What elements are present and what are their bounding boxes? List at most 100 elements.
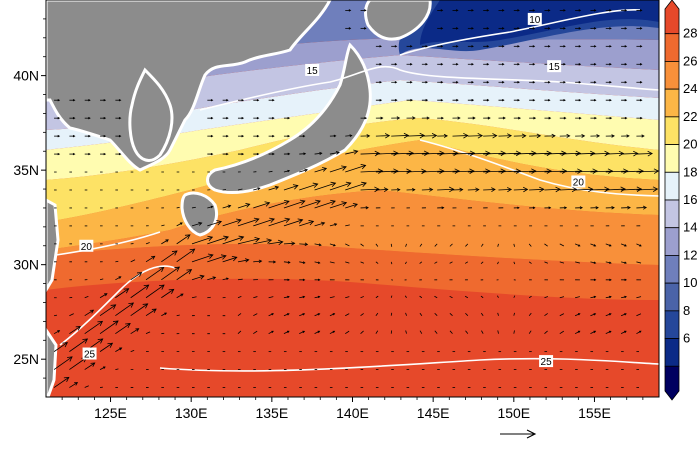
vector-arrowhead bbox=[254, 236, 261, 243]
contour-label: 25 bbox=[541, 357, 553, 368]
vector-arrowhead bbox=[273, 260, 277, 264]
vector-arrowhead bbox=[125, 323, 131, 329]
vector-arrowhead bbox=[317, 295, 321, 299]
vector-arrow bbox=[314, 330, 320, 335]
vector-arrowhead bbox=[302, 261, 306, 264]
vector-arrowhead bbox=[393, 168, 399, 174]
vector-arrowhead bbox=[103, 98, 107, 102]
vector-arrow bbox=[253, 202, 270, 209]
longitude-axis: 125E 130E 135E 140E 145E 150E 155E bbox=[61, 397, 644, 421]
vector-arrowhead bbox=[548, 206, 552, 210]
vector-arrowhead bbox=[579, 206, 583, 210]
vector-arrowhead bbox=[592, 168, 598, 174]
vector-arrow bbox=[590, 261, 596, 264]
colorbar-label: 16 bbox=[683, 192, 697, 207]
vector-arrowhead bbox=[641, 134, 645, 138]
current-vectors bbox=[53, 9, 659, 388]
vector-arrowhead bbox=[624, 278, 627, 282]
vector-arrowhead bbox=[180, 293, 184, 297]
vector-arrow bbox=[115, 302, 134, 317]
vector-arrow bbox=[314, 167, 327, 173]
vector-arrowhead bbox=[639, 244, 642, 247]
vector-arrow bbox=[497, 312, 499, 316]
vector-arrowhead bbox=[333, 243, 336, 247]
vector-arrow bbox=[405, 243, 407, 247]
contour-label-bg bbox=[79, 239, 94, 252]
vector-arrow bbox=[621, 170, 644, 173]
vector-arrow bbox=[421, 152, 444, 155]
vector-arrowhead bbox=[439, 168, 445, 174]
vector-arrow bbox=[268, 296, 274, 299]
vector-arrowhead bbox=[593, 278, 597, 282]
vector-arrow bbox=[299, 296, 305, 299]
vector-arrow bbox=[268, 241, 283, 245]
vector-arrow bbox=[390, 295, 393, 298]
vector-arrowhead bbox=[143, 284, 150, 290]
vector-arrowhead bbox=[287, 134, 291, 138]
vector-arrow bbox=[559, 296, 565, 299]
vector-arrow bbox=[345, 330, 350, 335]
vector-arrow bbox=[53, 356, 73, 370]
sst-band-26 bbox=[46, 244, 659, 300]
vector-arrowhead bbox=[403, 132, 410, 139]
vector-arrowhead bbox=[302, 295, 306, 299]
vector-arrowhead bbox=[269, 217, 275, 223]
colorbar-label: 8 bbox=[683, 303, 690, 318]
vector-arrowhead bbox=[471, 63, 474, 66]
vector-arrowhead bbox=[322, 167, 328, 172]
vector-arrowhead bbox=[486, 63, 490, 66]
vector-arrowhead bbox=[210, 152, 214, 156]
vector-arrow bbox=[498, 152, 521, 155]
vector-arrowhead bbox=[103, 134, 107, 138]
vector-arrowhead bbox=[287, 313, 290, 316]
vector-arrow bbox=[237, 218, 259, 227]
vector-arrowhead bbox=[593, 63, 597, 66]
vector-arrowhead bbox=[627, 205, 631, 210]
vector-arrow bbox=[329, 330, 335, 335]
vector-arrow bbox=[465, 312, 469, 316]
vector-arrow bbox=[345, 224, 350, 227]
vector-arrowhead bbox=[271, 313, 274, 316]
vector-arrow bbox=[145, 308, 157, 317]
vector-arrow bbox=[544, 188, 561, 191]
vector-arrowhead bbox=[168, 288, 175, 295]
contour-label-bg bbox=[571, 175, 586, 188]
vector-arrow bbox=[544, 296, 549, 299]
vector-arrowhead bbox=[472, 116, 476, 120]
vector-arrowhead bbox=[571, 186, 578, 193]
vector-arrow bbox=[176, 248, 195, 263]
vector-arrowhead bbox=[517, 81, 520, 84]
colorbar-swatch bbox=[664, 310, 680, 339]
vector-arrowhead bbox=[448, 186, 455, 193]
vector-arrowhead bbox=[380, 116, 384, 120]
vector-arrowhead bbox=[210, 116, 214, 120]
vector-arrow bbox=[329, 166, 347, 173]
vector-arrowhead bbox=[119, 347, 123, 351]
sst-band-16 bbox=[46, 80, 659, 150]
vector-arrow bbox=[590, 313, 596, 317]
x-tick-label: 140E bbox=[336, 405, 369, 421]
vector-arrow bbox=[605, 188, 626, 191]
vector-arrowhead bbox=[500, 150, 506, 157]
vector-arrowhead bbox=[636, 186, 643, 192]
vector-arrow bbox=[390, 312, 393, 316]
vector-arrowhead bbox=[609, 45, 612, 48]
vector-arrowhead bbox=[334, 223, 338, 227]
vector-arrowhead bbox=[440, 45, 444, 48]
vector-arrowhead bbox=[88, 98, 91, 102]
vector-arrow bbox=[283, 296, 290, 299]
vector-arrowhead bbox=[593, 45, 597, 48]
vector-arrow bbox=[513, 188, 528, 191]
vector-arrow bbox=[222, 219, 242, 227]
vector-arrow bbox=[207, 221, 222, 227]
vector-arrowhead bbox=[348, 9, 352, 12]
vector-arrow bbox=[620, 313, 627, 317]
vector-arrowhead bbox=[593, 244, 597, 247]
vector-arrowhead bbox=[72, 116, 76, 120]
vector-arrowhead bbox=[578, 81, 582, 84]
vector-arrowhead bbox=[532, 45, 536, 48]
vector-arrowhead bbox=[563, 27, 566, 30]
vector-arrowhead bbox=[456, 98, 459, 102]
vector-arrow bbox=[528, 243, 532, 247]
vector-arrowhead bbox=[517, 9, 520, 12]
